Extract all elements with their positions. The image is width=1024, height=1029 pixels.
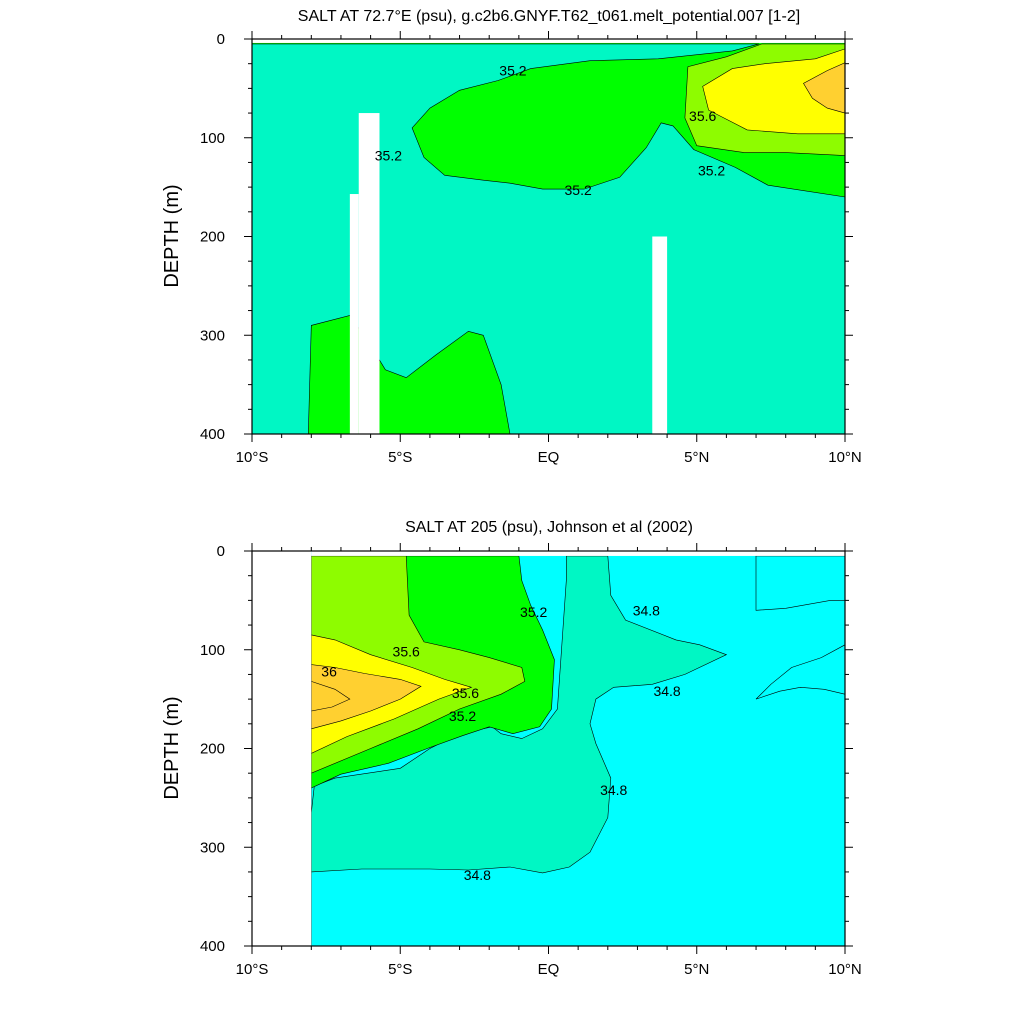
contour-label: 35.6 bbox=[689, 108, 716, 124]
contour-label: 35.2 bbox=[698, 162, 725, 178]
top-missing-data bbox=[252, 39, 845, 434]
contour-label: 35.2 bbox=[499, 63, 526, 79]
contour-label: 35.2 bbox=[565, 182, 592, 198]
bottom-filled-contours bbox=[252, 551, 846, 947]
y-tick-label: 200 bbox=[200, 741, 225, 758]
missing-data-block bbox=[252, 551, 312, 946]
y-tick-label: 300 bbox=[200, 839, 225, 856]
missing-data-block bbox=[311, 551, 845, 556]
contour-label: 34.8 bbox=[600, 782, 627, 798]
missing-data-block bbox=[252, 39, 845, 43]
contour-label: 34.8 bbox=[633, 602, 660, 618]
missing-data-block bbox=[349, 194, 359, 434]
x-tick-label: 5°N bbox=[684, 961, 709, 978]
contour-label: 34.8 bbox=[464, 867, 491, 883]
y-tick-label: 100 bbox=[200, 130, 225, 147]
contour-region-35 bbox=[251, 43, 846, 435]
top-panel: SALT AT 72.7°E (psu), g.c2b6.GNYF.T62_t0… bbox=[161, 8, 862, 466]
y-tick-label: 300 bbox=[200, 327, 225, 344]
top-panel-title: SALT AT 72.7°E (psu), g.c2b6.GNYF.T62_t0… bbox=[298, 8, 800, 25]
contour-label: 36 bbox=[321, 663, 337, 679]
y-tick-label: 400 bbox=[200, 426, 225, 443]
bottom-axis-ticks: 10°S 5°S EQ 5°N 10°N 0 100 200 300 400 bbox=[200, 543, 862, 978]
missing-data-block bbox=[652, 236, 668, 434]
bottom-contour-labels: 35.2 34.8 35.6 36 35.6 35.2 34.8 34.8 34.8 bbox=[321, 602, 681, 883]
bottom-panel: SALT AT 205 (psu), Johnson et al (2002) … bbox=[161, 519, 862, 978]
contour-region-35-8 bbox=[310, 664, 422, 730]
top-axis-ticks: 10°S 5°S EQ 5°N 10°N 0 100 200 300 400 bbox=[200, 31, 862, 466]
bottom-missing-data bbox=[252, 551, 845, 946]
contour-label: 35.6 bbox=[393, 644, 420, 660]
x-tick-label: 10°S bbox=[236, 449, 269, 466]
contour-label: 35.2 bbox=[375, 148, 402, 164]
contour-label: 35.6 bbox=[452, 685, 479, 701]
x-tick-label: 10°N bbox=[828, 961, 862, 978]
y-tick-label: 0 bbox=[217, 543, 225, 560]
x-tick-label: 10°N bbox=[828, 449, 862, 466]
y-tick-label: 400 bbox=[200, 938, 225, 955]
top-filled-contours bbox=[251, 39, 846, 435]
x-tick-label: 10°S bbox=[236, 961, 269, 978]
contour-region-35 bbox=[310, 555, 728, 874]
top-contour-labels: 35.2 35.2 35.2 35.2 35.6 bbox=[375, 63, 726, 198]
y-tick-label: 0 bbox=[217, 31, 225, 48]
x-tick-label: EQ bbox=[538, 449, 560, 466]
y-tick-label: 100 bbox=[200, 642, 225, 659]
bottom-panel-title: SALT AT 205 (psu), Johnson et al (2002) bbox=[405, 519, 693, 536]
contour-label: 35.2 bbox=[449, 708, 476, 724]
top-y-axis-label: DEPTH (m) bbox=[161, 184, 183, 287]
x-tick-label: 5°N bbox=[684, 449, 709, 466]
x-tick-label: EQ bbox=[538, 961, 560, 978]
bottom-y-axis-label: DEPTH (m) bbox=[161, 696, 183, 799]
x-tick-label: 5°S bbox=[388, 449, 412, 466]
y-tick-label: 200 bbox=[200, 229, 225, 246]
x-tick-label: 5°S bbox=[388, 961, 412, 978]
missing-data-block bbox=[358, 113, 380, 434]
contour-label: 35.2 bbox=[520, 604, 547, 620]
contour-label: 34.8 bbox=[653, 683, 680, 699]
